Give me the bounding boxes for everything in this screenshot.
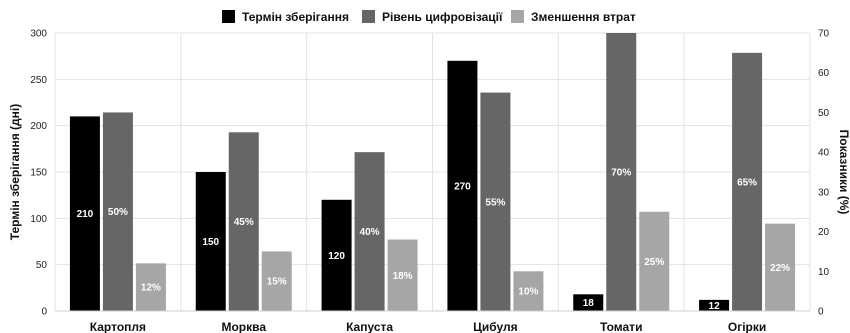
bar-3 <box>513 271 544 311</box>
data-label: 15% <box>267 277 287 288</box>
bar-2 <box>102 112 133 311</box>
data-label: 40% <box>360 227 380 238</box>
y2-tick-label: 0 <box>818 307 824 318</box>
data-label: 270 <box>454 181 471 192</box>
bar-3 <box>261 251 292 311</box>
data-label: 12 <box>709 301 721 312</box>
x-tick-label: Огірки <box>728 320 766 333</box>
legend-label: Рівень цифровізації <box>382 10 503 24</box>
y-tick-label: 100 <box>30 214 47 225</box>
y2-tick-label: 50 <box>818 108 830 119</box>
x-tick-label: Картопля <box>90 320 146 333</box>
data-label: 120 <box>328 251 345 262</box>
bar-2 <box>732 52 763 311</box>
data-label: 10% <box>518 287 538 298</box>
bar-2 <box>228 132 259 311</box>
bar-3 <box>387 239 418 311</box>
y-tick-label: 200 <box>30 121 47 132</box>
y-tick-label: 0 <box>41 307 47 318</box>
data-label: 45% <box>234 217 254 228</box>
bar-3 <box>639 211 670 311</box>
legend-swatch <box>222 10 235 23</box>
y2-tick-label: 70 <box>818 29 830 40</box>
bar-1 <box>447 60 478 311</box>
data-label: 65% <box>737 177 757 188</box>
legend-label: Зменшення втрат <box>531 10 636 24</box>
data-label: 55% <box>485 197 505 208</box>
data-label: 150 <box>202 237 219 248</box>
bar-1 <box>699 299 730 311</box>
data-label: 70% <box>611 168 631 179</box>
y-tick-label: 250 <box>30 75 47 86</box>
legend-swatch <box>511 10 524 23</box>
y2-axis-title: Показники (%) <box>837 130 850 215</box>
legend-label: Термін зберігання <box>242 10 349 24</box>
bar-2 <box>480 92 511 311</box>
data-label: 25% <box>644 257 664 268</box>
x-tick-label: Томати <box>600 320 642 333</box>
y-axis-title: Термін зберігання (дні) <box>8 104 22 240</box>
bar-3 <box>765 223 796 311</box>
y2-tick-label: 60 <box>818 68 830 79</box>
bar-1 <box>69 116 100 312</box>
bar-2 <box>354 152 385 311</box>
y-tick-label: 150 <box>30 168 47 179</box>
data-label: 18% <box>393 271 413 282</box>
bar-1 <box>195 172 226 311</box>
bar-2 <box>606 33 637 311</box>
data-label: 18 <box>583 298 595 309</box>
y2-tick-label: 40 <box>818 148 830 159</box>
data-label: 50% <box>108 207 128 218</box>
x-tick-label: Капуста <box>346 320 393 333</box>
legend-swatch <box>362 10 375 23</box>
data-label: 22% <box>770 263 790 274</box>
data-label: 210 <box>77 209 94 220</box>
bar-1 <box>321 199 352 311</box>
data-label: 12% <box>141 283 161 294</box>
y2-tick-label: 30 <box>818 187 830 198</box>
y2-tick-label: 20 <box>818 227 830 238</box>
bar-3 <box>135 263 166 311</box>
x-tick-label: Цибуля <box>473 320 518 333</box>
y2-tick-label: 10 <box>818 267 830 278</box>
x-tick-label: Морква <box>221 320 266 333</box>
y-tick-label: 300 <box>30 29 47 40</box>
bar-1 <box>573 294 604 311</box>
y-tick-label: 50 <box>36 260 48 271</box>
